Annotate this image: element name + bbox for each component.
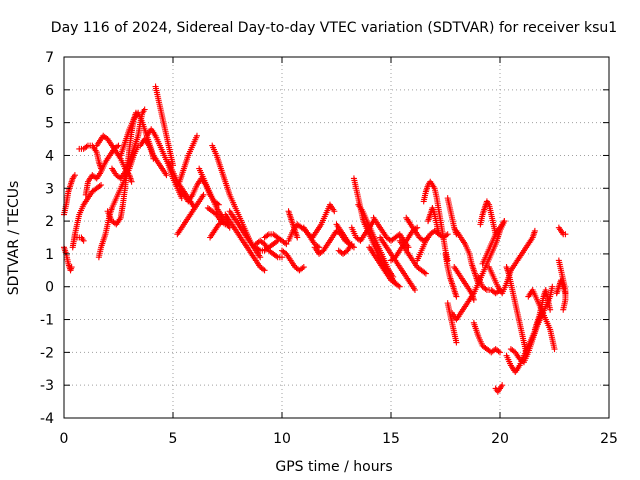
data-point bbox=[215, 201, 222, 208]
data-point bbox=[547, 306, 554, 313]
data-point bbox=[453, 339, 460, 346]
x-tick-label: 5 bbox=[169, 431, 178, 447]
data-point bbox=[348, 241, 355, 248]
data-point bbox=[562, 231, 569, 238]
data-point bbox=[222, 221, 229, 228]
data-point bbox=[261, 267, 268, 274]
data-point bbox=[200, 191, 207, 198]
data-point bbox=[501, 218, 508, 225]
x-tick-labels: 0 5 10 15 20 25 bbox=[60, 431, 618, 447]
data-point bbox=[80, 237, 87, 244]
data-point bbox=[128, 178, 135, 185]
x-axis-label: GPS time / hours bbox=[275, 459, 392, 475]
data-point bbox=[68, 264, 75, 271]
data-point bbox=[470, 296, 477, 303]
data-point bbox=[411, 287, 418, 294]
x-tick-label: 15 bbox=[382, 431, 400, 447]
data-point bbox=[331, 208, 338, 215]
data-point bbox=[220, 218, 227, 225]
data-point bbox=[279, 254, 285, 261]
data-point bbox=[257, 254, 264, 261]
data-point bbox=[499, 382, 506, 389]
y-tick-label: 0 bbox=[45, 280, 54, 296]
data-point bbox=[422, 270, 429, 277]
data-point bbox=[392, 280, 399, 287]
axis-ticks bbox=[63, 56, 610, 419]
y-tick-labels: -4 -3 -2 -1 0 1 2 3 4 5 6 7 bbox=[40, 50, 54, 427]
y-tick-label: -1 bbox=[40, 313, 54, 329]
y-tick-label: -3 bbox=[40, 378, 54, 394]
data-point bbox=[193, 132, 200, 139]
data-point bbox=[396, 283, 403, 290]
y-tick-label: 7 bbox=[45, 50, 54, 66]
data-point bbox=[453, 293, 460, 300]
data-point bbox=[435, 231, 442, 238]
y-tick-label: 6 bbox=[45, 83, 54, 99]
data-point bbox=[294, 234, 301, 241]
data-point bbox=[497, 349, 503, 356]
y-tick-label: 1 bbox=[45, 247, 54, 263]
x-tick-label: 25 bbox=[600, 431, 618, 447]
y-tick-label: 4 bbox=[45, 148, 54, 164]
y-axis-label: SDTVAR / TECUs bbox=[6, 181, 22, 296]
x-tick-label: 10 bbox=[273, 431, 291, 447]
data-point bbox=[141, 106, 148, 113]
y-tick-label: -4 bbox=[40, 411, 54, 427]
data-point bbox=[560, 306, 567, 313]
data-point bbox=[98, 181, 105, 188]
data-point bbox=[115, 142, 122, 149]
data-point bbox=[163, 172, 170, 179]
y-tick-label: -2 bbox=[40, 345, 54, 361]
y-tick-label: 2 bbox=[45, 214, 54, 230]
data-point bbox=[71, 172, 78, 179]
y-tick-label: 3 bbox=[45, 181, 54, 197]
data-points bbox=[61, 83, 569, 395]
plot-frame bbox=[63, 56, 610, 419]
x-tick-label: 20 bbox=[491, 431, 509, 447]
x-tick-label: 0 bbox=[60, 431, 69, 447]
data-point bbox=[551, 346, 558, 353]
data-point bbox=[300, 264, 307, 271]
chart-title: Day 116 of 2024, Sidereal Day-to-day VTE… bbox=[51, 20, 617, 36]
grid-layer bbox=[64, 57, 609, 418]
data-point bbox=[549, 283, 556, 290]
data-point bbox=[531, 227, 538, 234]
data-point bbox=[562, 290, 569, 297]
y-tick-label: 5 bbox=[45, 116, 54, 132]
data-point bbox=[283, 241, 290, 248]
